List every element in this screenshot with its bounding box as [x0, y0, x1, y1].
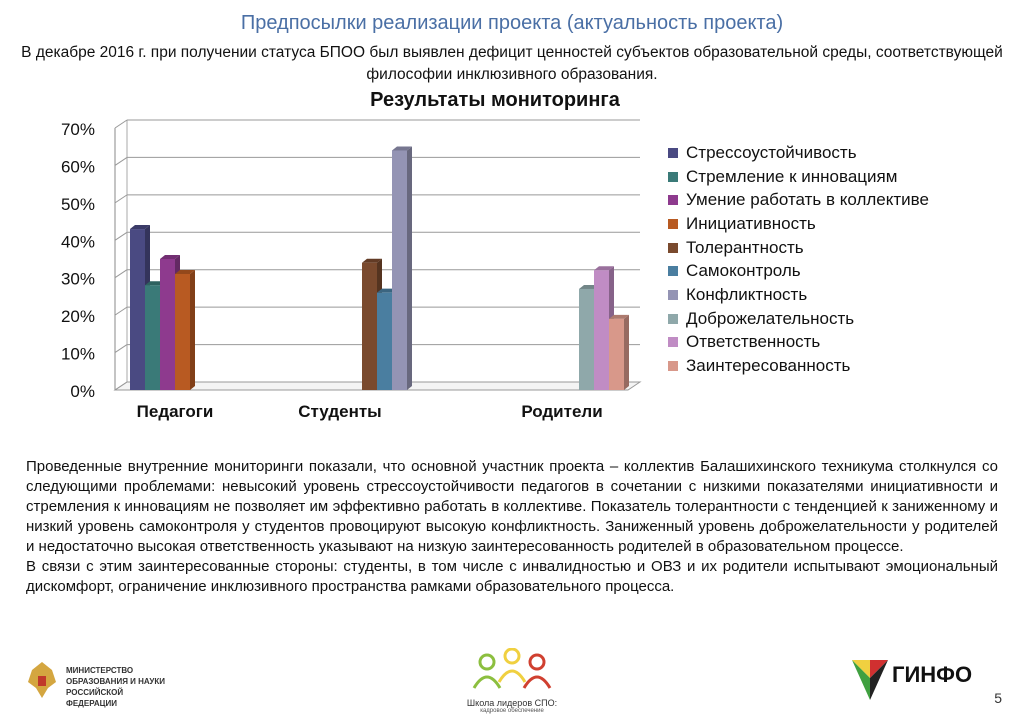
- bar-top: [130, 225, 150, 230]
- ginfo-triangle-icon: [852, 660, 888, 700]
- bar-Умение работать в коллективе: [160, 259, 175, 390]
- legend-item: Заинтересованность: [668, 354, 929, 378]
- legend-label: Толерантность: [686, 237, 804, 257]
- legend-label: Самоконтроль: [686, 261, 801, 281]
- gridline-side: [114, 344, 128, 353]
- bar-Толерантность: [362, 262, 377, 390]
- bar-side: [407, 146, 412, 390]
- gridline-side: [114, 194, 128, 204]
- ministry-logo: [22, 658, 62, 702]
- gridline-side: [114, 157, 128, 166]
- slide-title: Предпосылки реализации проекта (актуальн…: [240, 12, 784, 34]
- gridline-side: [114, 269, 128, 279]
- legend-label: Стрессоустойчивость: [686, 142, 857, 162]
- page-number: 5: [994, 690, 1002, 706]
- legend-label: Доброжелательность: [686, 308, 855, 328]
- bar-top: [609, 314, 629, 319]
- x-tick-label: Педагоги: [137, 402, 214, 421]
- y-tick-label: 70%: [61, 120, 95, 139]
- eagle-emblem-icon: [28, 662, 56, 698]
- legend-item: Стремление к инновациям: [668, 165, 929, 189]
- bar-Стрессоустойчивость: [130, 229, 145, 390]
- legend-swatch: [668, 337, 678, 348]
- bar-Заинтересованность: [609, 318, 624, 390]
- legend-item: Инициативность: [668, 212, 929, 236]
- gridline-side: [114, 119, 128, 129]
- bar-top: [362, 258, 382, 263]
- x-tick-label: Родители: [521, 402, 602, 421]
- school-logo: Школа лидеров СПО: кадровое обеспечение: [462, 647, 562, 718]
- legend-item: Стрессоустойчивость: [668, 141, 929, 165]
- bar-side: [624, 314, 629, 390]
- legend-swatch: [668, 195, 678, 206]
- legend-swatch: [668, 289, 678, 300]
- gridline-side: [114, 306, 128, 316]
- paragraph-1: Проведенные внутренние мониторинги показ…: [26, 458, 998, 555]
- y-tick-label: 10%: [61, 345, 95, 364]
- school-logo-subtext: кадровое обеспечение: [480, 708, 544, 714]
- legend-label: Конфликтность: [686, 284, 808, 304]
- bar-side: [190, 269, 195, 390]
- legend-swatch: [668, 313, 678, 324]
- legend-label: Инициативность: [686, 213, 816, 233]
- legend-label: Умение работать в коллективе: [686, 190, 929, 210]
- gridline-side: [114, 381, 128, 391]
- legend-swatch: [668, 266, 678, 277]
- legend-swatch: [668, 361, 678, 372]
- bar-Ответственность: [594, 270, 609, 390]
- bar-top: [175, 269, 195, 274]
- legend-swatch: [668, 242, 678, 253]
- y-tick-label: 40%: [61, 232, 95, 251]
- legend-label: Ответственность: [686, 332, 821, 352]
- legend-label: Заинтересованность: [686, 356, 851, 376]
- ministry-logo-text: МИНИСТЕРСТВО ОБРАЗОВАНИЯ И НАУКИ РОССИЙС…: [66, 666, 165, 708]
- bar-Доброжелательность: [579, 288, 594, 390]
- bar-Инициативность: [175, 273, 190, 390]
- ginfo-logo-text: ГИНФО: [892, 662, 973, 687]
- bar-top: [594, 266, 614, 271]
- y-tick-label: 0%: [70, 382, 95, 401]
- legend-label: Стремление к инновациям: [686, 166, 898, 186]
- legend-swatch: [668, 218, 678, 229]
- y-tick-label: 50%: [61, 195, 95, 214]
- chart-title: Результаты мониторинга: [370, 89, 620, 111]
- legend-swatch: [668, 171, 678, 182]
- legend-item: Ответственность: [668, 331, 929, 355]
- school-logo-text: Школа лидеров СПО:: [466, 698, 558, 708]
- chart-legend: Стрессоустойчивость Стремление к инноваци…: [668, 141, 929, 378]
- bar-Конфликтность: [392, 150, 407, 390]
- gridline-side: [114, 231, 128, 241]
- legend-item: Самоконтроль: [668, 259, 929, 283]
- legend-item: Конфликтность: [668, 283, 929, 307]
- body-text: Проведенные внутренние мониторинги показ…: [26, 457, 998, 597]
- legend-item: Умение работать в коллективе: [668, 188, 929, 212]
- people-logo-icon: [472, 647, 552, 689]
- paragraph-2: В связи с этим заинтересованные стороны:…: [26, 558, 998, 595]
- bar-top: [392, 146, 412, 151]
- x-tick-label: Студенты: [298, 402, 381, 421]
- y-tick-label: 30%: [61, 270, 95, 289]
- y-tick-label: 20%: [61, 307, 95, 326]
- ginfo-logo: ГИНФО: [850, 656, 980, 706]
- legend-swatch: [668, 147, 678, 158]
- legend-item: Доброжелательность: [668, 307, 929, 331]
- bar-top: [160, 255, 180, 259]
- slide-subtitle: В декабре 2016 г. при получении статуса …: [21, 44, 1003, 83]
- bar-Стремление к инновациям: [145, 285, 160, 390]
- bar-Самоконтроль: [377, 292, 392, 390]
- y-tick-label: 60%: [61, 157, 95, 176]
- legend-item: Толерантность: [668, 236, 929, 260]
- bar-chart: 0% 10% 20% 30% 40% 50% 60% 70% Педагоги Студенты Р…: [61, 119, 642, 421]
